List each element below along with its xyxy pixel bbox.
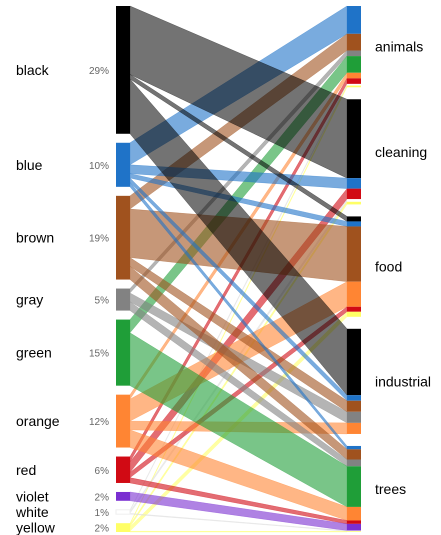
left-label-orange: orange <box>16 413 60 429</box>
right-node-trees-segment-8 <box>347 531 361 532</box>
right-node-animals-segment-2 <box>347 50 361 57</box>
left-label-gray: gray <box>16 292 43 308</box>
right-node-cleaning-segment-3 <box>347 199 361 202</box>
right-label-trees: trees <box>375 481 406 497</box>
left-percent-violet: 2% <box>95 492 110 503</box>
right-node-industrial-segment-2 <box>347 400 361 412</box>
right-node-cleaning-segment-4 <box>347 201 361 205</box>
right-node-food-segment-5 <box>347 311 361 317</box>
right-node-industrial-segment-3 <box>347 411 361 423</box>
flow-yellow-to-trees <box>129 530 348 533</box>
left-percent-yellow: 2% <box>95 524 110 535</box>
left-percent-gray: 5% <box>95 296 110 307</box>
left-label-red: red <box>16 462 36 478</box>
right-node-animals-segment-6 <box>347 83 361 86</box>
right-node-food-segment-4 <box>347 306 361 312</box>
left-label-yellow: yellow <box>16 520 56 535</box>
right-node-animals-segment-4 <box>347 72 361 79</box>
right-node-cleaning-segment-0 <box>347 99 361 179</box>
right-node-food-segment-1 <box>347 221 361 227</box>
left-node-white <box>115 509 131 515</box>
right-node-industrial-segment-0 <box>347 328 361 396</box>
right-node-trees-segment-2 <box>347 459 361 467</box>
right-label-food: food <box>375 259 402 275</box>
right-label-cleaning: cleaning <box>375 144 427 160</box>
left-node-violet <box>116 491 130 501</box>
right-node-trees-segment-1 <box>347 449 361 460</box>
right-node-trees-segment-0 <box>347 445 361 450</box>
right-node-cleaning-segment-1 <box>347 178 361 189</box>
right-node-industrial-segment-4 <box>347 422 361 434</box>
right-node-industrial-segment-1 <box>347 395 361 401</box>
right-node-trees-segment-7 <box>347 530 361 532</box>
right-node-trees-segment-6 <box>347 523 361 531</box>
left-percent-green: 15% <box>89 349 109 360</box>
left-label-brown: brown <box>16 230 54 246</box>
left-percent-orange: 12% <box>89 417 109 428</box>
right-node-cleaning-segment-2 <box>347 188 361 200</box>
left-node-brown <box>116 195 130 280</box>
right-node-food-segment-0 <box>347 216 361 222</box>
left-label-white: white <box>15 504 49 520</box>
right-node-trees-segment-3 <box>347 466 361 507</box>
left-label-green: green <box>16 345 52 361</box>
left-percent-black: 29% <box>89 66 109 77</box>
left-percent-red: 6% <box>95 466 110 477</box>
left-node-yellow <box>116 523 130 532</box>
left-label-black: black <box>16 62 50 78</box>
left-percent-blue: 10% <box>89 161 109 172</box>
right-node-animals-segment-7 <box>347 85 361 88</box>
left-percent-brown: 19% <box>89 234 109 245</box>
left-node-orange <box>116 394 130 448</box>
left-percent-white: 1% <box>95 508 110 519</box>
right-node-animals-segment-3 <box>347 56 361 73</box>
left-node-black <box>116 6 130 134</box>
right-label-animals: animals <box>375 39 423 55</box>
left-label-blue: blue <box>16 157 43 173</box>
left-node-green <box>116 319 130 386</box>
left-node-red <box>116 456 130 483</box>
left-axis-nodes <box>115 6 131 532</box>
right-node-food-segment-3 <box>347 281 361 307</box>
right-node-animals-segment-1 <box>347 33 361 51</box>
right-node-animals-segment-5 <box>347 78 361 84</box>
right-axis-nodes <box>347 6 361 532</box>
left-node-gray <box>116 288 130 311</box>
right-node-trees-segment-4 <box>347 506 361 521</box>
right-node-food-segment-2 <box>347 226 361 282</box>
right-label-industrial: industrial <box>375 373 431 389</box>
left-label-violet: violet <box>16 488 49 504</box>
flow-ribbons <box>129 5 348 533</box>
right-node-trees-segment-5 <box>347 520 361 524</box>
left-node-blue <box>116 142 130 187</box>
labels: black 29% blue 10% brown 19% gray 5% green 15% ora… <box>15 39 431 535</box>
right-node-animals-segment-0 <box>347 6 361 34</box>
